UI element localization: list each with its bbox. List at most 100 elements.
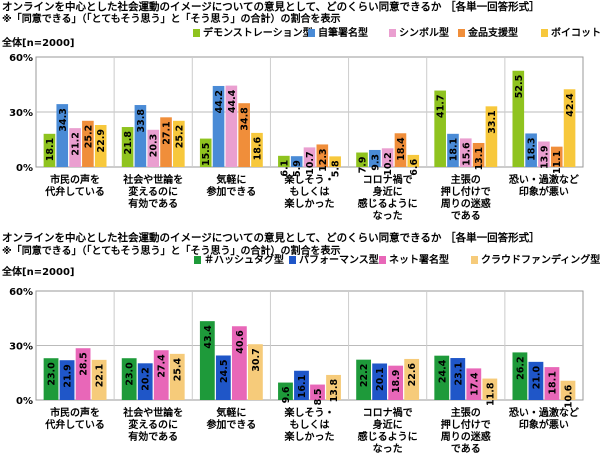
bar-value-label: 23.0 xyxy=(125,362,136,386)
bar-value-label: 12.3 xyxy=(318,148,329,171)
bar xyxy=(82,120,94,167)
category-label: 楽しそう・もしくは楽しかった xyxy=(284,173,335,210)
chart-note: ※「同意できる」（「とてもそう思う」と「そう思う」の合計）の割合を表示 xyxy=(2,12,341,25)
bar-value-label: 18.4 xyxy=(396,137,407,161)
bar xyxy=(69,128,81,167)
legend-item: 自筆署名型 xyxy=(308,26,368,39)
legend-item: ＃ハッシュタグ型 xyxy=(194,253,284,266)
y-tick-label: 30% xyxy=(9,342,33,353)
bar xyxy=(290,156,303,167)
bar-value-label: 25.4 xyxy=(173,357,184,381)
bar xyxy=(121,358,137,400)
bar-value-label: 20.1 xyxy=(375,367,386,390)
legend-swatch xyxy=(458,29,465,37)
bar-value-label: 41.7 xyxy=(436,95,447,118)
bar-value-label: 21.0 xyxy=(531,365,542,389)
category-label: 気軽に参加できる xyxy=(206,173,256,198)
bar xyxy=(94,125,107,167)
bar-value-label: 34.8 xyxy=(240,107,251,131)
bar-value-label: 22.1 xyxy=(95,364,106,387)
bar-value-label: 22.2 xyxy=(359,364,370,387)
bar-value-label: 11.8 xyxy=(485,382,496,406)
bar xyxy=(310,384,325,400)
bar xyxy=(316,144,329,167)
bar-value-label: 10.7 xyxy=(305,151,316,174)
chart-panel-2: オンラインを中心とした社会運動のイメージについての意見として、どのくらい同意でき… xyxy=(1,231,600,455)
bar-value-label: 11.1 xyxy=(552,151,563,174)
category-label: 社会や世論を変えるのに有効である xyxy=(122,173,183,210)
bar xyxy=(447,133,459,167)
bar-value-label: 27.1 xyxy=(162,121,173,144)
legend-swatch xyxy=(308,29,315,37)
bar xyxy=(459,138,472,167)
legend-item: 金品支援型 xyxy=(458,26,518,39)
bar-value-label: 13.1 xyxy=(474,147,485,170)
bar-value-label: 40.6 xyxy=(235,330,246,354)
category-label: 恐い・過激など印象が悪い xyxy=(509,406,579,431)
bar xyxy=(134,105,147,167)
bar xyxy=(91,359,107,400)
category-label: コロナ禍で身近に感じるようになった xyxy=(358,173,418,222)
bar-value-label: 33.8 xyxy=(136,109,147,133)
bar xyxy=(59,360,75,400)
legend-label: 自筆署名型 xyxy=(318,26,368,39)
bar-value-label: 43.4 xyxy=(203,325,214,349)
bar-value-label: 44.2 xyxy=(214,90,225,113)
bar xyxy=(169,353,185,400)
bar xyxy=(394,133,407,167)
legend-item: クラウドファンディング型 xyxy=(471,253,600,266)
bar xyxy=(43,133,56,167)
answer-format: ［各単一回答形式］ xyxy=(441,0,539,13)
y-tick-label: 0% xyxy=(16,396,33,407)
bar-value-label: 21.8 xyxy=(123,131,134,155)
bar-value-label: 13.9 xyxy=(539,146,550,169)
bar xyxy=(472,142,485,167)
bar xyxy=(199,138,212,167)
bar xyxy=(372,363,388,400)
legend-item: シンボル型 xyxy=(389,26,449,39)
bar-value-label: 24.5 xyxy=(219,359,230,382)
bar-value-label: 44.4 xyxy=(227,89,238,113)
bar xyxy=(512,70,525,167)
bar-value-label: 22.6 xyxy=(407,363,418,387)
y-tick-label: 0% xyxy=(16,163,33,174)
bar-value-label: 18.3 xyxy=(527,137,538,160)
bar xyxy=(450,358,466,400)
bar-value-label: 6.1 xyxy=(279,160,290,177)
bar xyxy=(303,147,316,167)
base-label: 全体[n=2000] xyxy=(1,36,74,49)
legend-label: パフォーマンス型 xyxy=(299,253,379,266)
bar-value-label: 18.1 xyxy=(448,138,459,161)
bar xyxy=(160,117,172,167)
bar xyxy=(407,154,420,167)
bar xyxy=(563,89,576,167)
bar xyxy=(434,90,446,167)
category-label: 気軽に参加できる xyxy=(206,406,256,431)
category-label: コロナ禍で身近に感じるようになった xyxy=(358,406,418,455)
bar xyxy=(560,380,576,400)
legend-swatch xyxy=(389,29,396,37)
chart-panel-1: オンラインを中心とした社会運動のイメージについての意見として、どのくらい同意でき… xyxy=(1,0,600,222)
bar-value-label: 5.9 xyxy=(292,160,303,177)
bar-value-label: 21.9 xyxy=(63,364,74,387)
bar xyxy=(251,132,263,167)
y-tick-label: 30% xyxy=(9,108,33,119)
bar-value-label: 7.9 xyxy=(358,157,369,174)
category-label: 楽しそう・もしくは楽しかった xyxy=(284,406,335,443)
bar xyxy=(238,103,250,167)
bar xyxy=(381,148,394,167)
category-label: 市民の声を代弁している xyxy=(44,406,105,431)
bar xyxy=(147,129,160,167)
category-label: 主張の押し付けで周りの迷惑である xyxy=(441,173,491,222)
bar xyxy=(43,358,59,400)
category-label: 社会や世論を変えるのに有効である xyxy=(122,406,183,443)
bar-value-label: 15.5 xyxy=(201,143,212,166)
legend-label: デモンストレーション型 xyxy=(203,26,313,39)
bar-value-label: 10.6 xyxy=(563,384,574,408)
bar-value-label: 42.4 xyxy=(565,93,576,117)
bar-value-label: 18.1 xyxy=(45,138,56,161)
legend-label: クラウドファンディング型 xyxy=(481,253,600,266)
legend-swatch xyxy=(471,256,478,264)
legend-item: ネット署名型 xyxy=(379,253,449,266)
